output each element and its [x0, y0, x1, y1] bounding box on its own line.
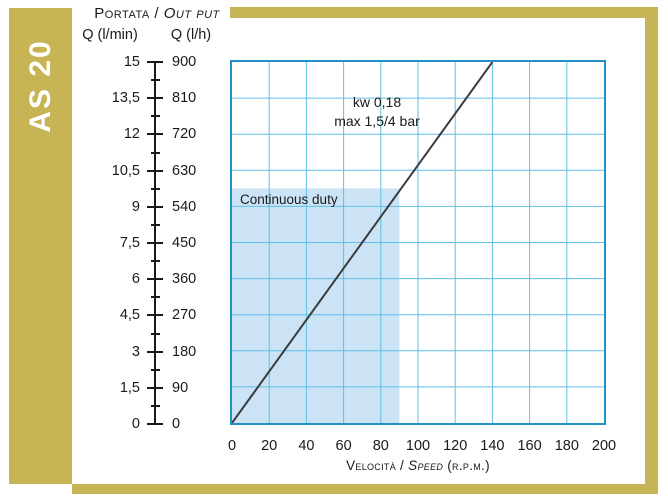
y-label-lh: 630 [172, 162, 197, 179]
dual-axis-line [154, 62, 156, 424]
y-major-tick [147, 242, 163, 244]
y-major-tick [147, 314, 163, 317]
y-major-tick [147, 350, 163, 353]
y-label-lh: 900 [172, 54, 197, 70]
x-title-italic: Speed [408, 458, 444, 473]
y-minor-tick [151, 404, 160, 407]
y-major-tick [147, 205, 163, 208]
x-title-main: Velocità / [346, 458, 405, 473]
x-tick-label: 20 [261, 438, 278, 454]
frame-bottom-bar [72, 484, 658, 494]
x-tick-label: 100 [405, 438, 431, 454]
x-tick-label: 80 [372, 438, 389, 454]
y-minor-tick [151, 115, 160, 118]
y-label-lmin: 15 [123, 54, 140, 70]
x-tick-label: 0 [227, 438, 237, 454]
y-label-lmin: 13,5 [111, 90, 140, 107]
y-minor-tick [151, 151, 160, 154]
output-title-italic: Out put [163, 5, 220, 22]
y-label-lmin: 7,5 [119, 235, 140, 251]
y-label-lmin: 0 [131, 416, 140, 432]
x-tick-label: 160 [517, 438, 542, 454]
y-label-lmin: 12 [123, 126, 140, 143]
y-label-lh: 720 [172, 126, 197, 143]
x-tick-label: 40 [298, 438, 315, 454]
y-major-tick [147, 61, 163, 63]
x-tick-label: 180 [554, 438, 579, 454]
y-label-lh: 360 [172, 271, 197, 288]
y-label-lh: 180 [172, 343, 197, 360]
y-label-lh: 90 [172, 379, 189, 396]
performance-chart: Continuous duty kw 0,18 max 1,5/4 bar [230, 60, 606, 425]
y-label-lh: 450 [172, 235, 197, 251]
flow-vs-speed-line [232, 62, 494, 423]
y-label-lh: 810 [172, 90, 197, 107]
y-label-lh: 0 [172, 416, 181, 432]
x-tick-label: 120 [443, 438, 468, 454]
frame-top-bar [230, 7, 658, 18]
power-annotation: kw 0,18 max 1,5/4 bar [307, 93, 447, 131]
annotation-line-2: max 1,5/4 bar [334, 113, 420, 129]
y-label-lmin: 9 [131, 198, 140, 215]
y-label-lh: 270 [172, 307, 197, 324]
y-label-lmin: 1,5 [119, 379, 140, 396]
x-tick-label: 60 [335, 438, 352, 454]
x-axis-title: Velocità / Speed (r.p.m.) [268, 458, 568, 473]
y-label-lmin: 10,5 [111, 162, 140, 179]
y-minor-tick [151, 79, 160, 82]
y-minor-tick [151, 260, 160, 263]
y-minor-tick [151, 368, 160, 371]
continuous-duty-label: Continuous duty [240, 192, 338, 207]
annotation-line-1: kw 0,18 [352, 94, 402, 110]
x-tick-label: 140 [480, 438, 505, 454]
y-label-lmin: 4,5 [119, 307, 140, 324]
y-major-tick [147, 386, 163, 389]
y-minor-tick [151, 296, 160, 299]
chart-canvas [232, 62, 604, 423]
y-major-tick [147, 423, 163, 425]
side-band: AS 20 [9, 8, 72, 484]
output-axis-title: Portata / Out put [84, 5, 230, 22]
y-minor-tick [151, 332, 160, 335]
y-major-tick [147, 278, 163, 281]
y-label-lmin: 6 [131, 271, 140, 288]
y-label-lh: 540 [172, 198, 197, 215]
y-minor-tick [151, 223, 160, 226]
frame-right-bar [645, 7, 658, 491]
output-title-main: Portata / [94, 5, 160, 22]
x-title-unit: (r.p.m.) [447, 458, 490, 473]
x-tick-label: 200 [591, 438, 617, 454]
y-major-tick [147, 97, 163, 100]
y-major-tick [147, 133, 163, 136]
y-major-tick [147, 169, 163, 172]
model-label: AS 20 [24, 39, 57, 133]
y-label-lmin: 3 [131, 343, 140, 360]
flow-lh-header: Q (l/h) [170, 27, 212, 43]
flow-lmin-header: Q (l/min) [82, 27, 138, 43]
y-minor-tick [151, 187, 160, 190]
